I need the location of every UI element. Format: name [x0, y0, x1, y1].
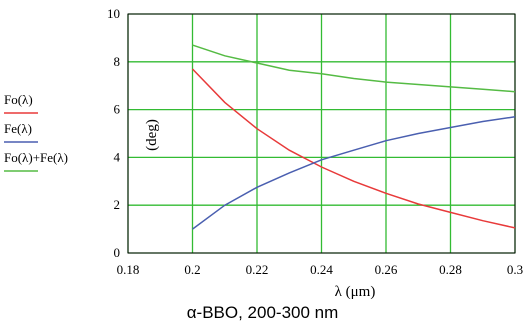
legend-label: Fe(λ)	[4, 121, 32, 136]
x-tick-label: 0.22	[246, 262, 269, 277]
series-line-2	[192, 116, 516, 230]
y-tick-label: 6	[114, 102, 121, 117]
x-tick-label: 0.26	[375, 262, 398, 277]
y-tick-label: 4	[114, 149, 121, 164]
x-tick-label: 0.3	[507, 262, 523, 277]
series-line-1	[191, 68, 516, 229]
y-tick-label: 2	[114, 197, 121, 212]
x-tick-label: 0.18	[117, 262, 140, 277]
x-tick-label: 0.24	[310, 262, 333, 277]
legend: Fo(λ) Fe(λ) Fo(λ)+Fe(λ)	[4, 92, 68, 172]
x-axis-title: λ (μm)	[335, 284, 376, 300]
series-lines	[191, 44, 516, 230]
legend-label: Fo(λ)+Fe(λ)	[4, 150, 68, 165]
grid	[127, 13, 516, 254]
y-tick-label: 0	[114, 245, 121, 260]
caption: α-BBO, 200-300 nm	[186, 303, 339, 322]
y-axis-title: (deg)	[144, 119, 160, 151]
x-tick-label: 0.2	[184, 262, 200, 277]
legend-label: Fo(λ)	[4, 92, 33, 107]
y-tick-label: 10	[107, 6, 120, 21]
plot-frame	[127, 13, 516, 254]
x-tick-label: 0.28	[439, 262, 462, 277]
chart: 0.18 0.2 0.22 0.24 0.26 0.28 0.3 0 2 4 6 8 10 λ (μm…	[4, 6, 524, 300]
y-tick-labels: 0 2 4 6 8 10	[107, 6, 121, 260]
y-tick-label: 8	[114, 54, 121, 69]
x-tick-labels: 0.18 0.2 0.22 0.24 0.26 0.28 0.3	[117, 262, 524, 277]
series-line-3	[192, 44, 516, 93]
